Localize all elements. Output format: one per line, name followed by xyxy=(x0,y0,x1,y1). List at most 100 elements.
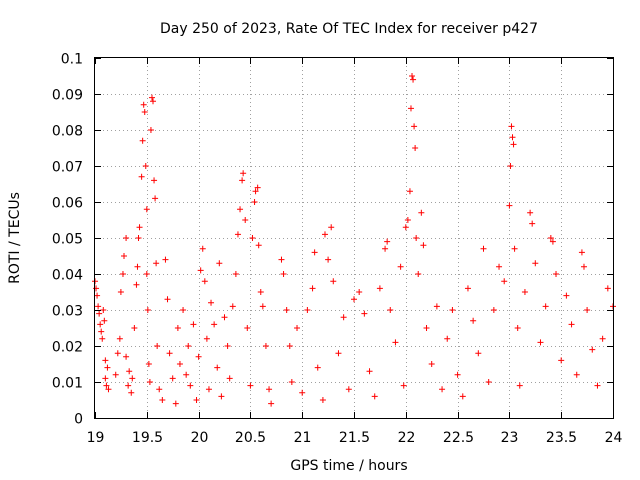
data-point-marker xyxy=(266,386,273,393)
data-point-marker xyxy=(299,389,306,396)
data-point-marker xyxy=(415,271,422,277)
data-point-marker xyxy=(100,307,107,313)
data-point-marker xyxy=(262,343,269,349)
data-point-marker xyxy=(97,321,104,328)
data-point-marker xyxy=(459,393,466,400)
data-point-marker xyxy=(136,224,143,231)
data-point-marker xyxy=(257,289,264,295)
data-point-marker xyxy=(409,73,416,79)
data-point-marker xyxy=(470,317,477,324)
data-point-marker xyxy=(224,343,231,349)
axis-ticks xyxy=(95,58,614,419)
data-point-marker xyxy=(112,371,119,378)
data-point-marker xyxy=(131,325,138,331)
y-axis-label: ROTI / TECUs xyxy=(7,192,23,284)
data-point-marker xyxy=(371,393,378,400)
data-point-marker xyxy=(102,357,109,364)
data-point-marker xyxy=(547,235,554,241)
data-point-marker xyxy=(578,249,585,256)
plot-area-border xyxy=(94,57,614,419)
data-point-marker xyxy=(94,292,101,299)
data-point-marker xyxy=(147,127,154,133)
data-point-marker xyxy=(102,375,109,382)
data-point-marker xyxy=(304,307,311,313)
data-point-marker xyxy=(407,105,414,112)
data-point-marker xyxy=(143,206,150,213)
data-point-marker xyxy=(247,382,254,389)
data-point-marker xyxy=(508,123,515,130)
data-point-marker xyxy=(568,321,575,328)
data-point-marker xyxy=(259,303,266,310)
data-point-marker xyxy=(501,278,508,285)
data-point-marker xyxy=(563,292,570,299)
data-point-marker xyxy=(283,307,290,313)
data-point-marker xyxy=(229,303,236,310)
data-point-marker xyxy=(232,271,239,277)
data-point-marker xyxy=(480,245,487,252)
x-tick-label: 19 xyxy=(87,430,105,446)
data-point-marker xyxy=(361,310,368,317)
data-point-marker xyxy=(604,285,611,292)
y-tick-label: 0.04 xyxy=(52,268,83,284)
data-point-marker xyxy=(573,371,580,378)
data-point-marker xyxy=(278,256,285,263)
y-tick-label: 0.09 xyxy=(52,88,83,104)
data-point-marker xyxy=(195,353,202,360)
data-point-marker xyxy=(139,137,146,144)
data-point-marker xyxy=(148,94,155,101)
data-point-marker xyxy=(509,134,516,141)
data-point-marker xyxy=(218,393,225,400)
data-point-marker xyxy=(485,379,492,385)
data-point-marker xyxy=(594,382,601,389)
data-point-marker xyxy=(418,209,425,216)
data-point-marker xyxy=(433,303,440,310)
data-point-marker xyxy=(166,350,173,357)
data-point-marker xyxy=(143,271,150,277)
x-tick-label: 21.5 xyxy=(339,430,370,446)
data-point-marker xyxy=(280,271,287,277)
data-point-marker xyxy=(549,238,556,245)
data-point-marker xyxy=(185,343,192,349)
data-point-marker xyxy=(514,325,521,331)
data-point-marker xyxy=(311,249,318,256)
data-point-marker xyxy=(529,220,536,227)
data-point-marker xyxy=(314,364,321,371)
data-point-marker xyxy=(141,109,148,115)
data-point-marker xyxy=(135,235,142,241)
data-point-marker xyxy=(172,400,179,407)
data-point-marker xyxy=(205,386,212,393)
data-point-marker xyxy=(439,386,446,393)
data-point-marker xyxy=(151,177,158,184)
data-point-marker xyxy=(234,231,241,238)
data-point-marker xyxy=(140,101,147,108)
data-point-marker xyxy=(156,386,163,393)
data-point-marker xyxy=(162,256,169,263)
data-point-marker xyxy=(103,382,110,389)
data-point-marker xyxy=(128,389,135,396)
data-point-marker xyxy=(511,245,518,252)
data-point-marker xyxy=(150,98,157,105)
data-point-marker xyxy=(366,368,373,375)
data-point-marker xyxy=(169,375,176,382)
data-point-marker xyxy=(208,299,215,306)
data-markers xyxy=(92,73,616,407)
x-tick-label: 19.5 xyxy=(132,430,163,446)
data-point-marker xyxy=(153,260,160,267)
data-point-marker xyxy=(237,206,244,213)
data-point-marker xyxy=(382,245,389,252)
data-point-marker xyxy=(392,339,399,346)
data-point-marker xyxy=(599,335,606,342)
data-point-marker xyxy=(521,289,528,295)
data-point-marker xyxy=(340,314,347,321)
data-point-marker xyxy=(123,235,130,241)
y-tick-label: 0.1 xyxy=(61,52,83,68)
data-point-marker xyxy=(197,267,204,274)
x-tick-label: 20 xyxy=(191,430,209,446)
x-tick-label: 22 xyxy=(398,430,416,446)
data-point-marker xyxy=(319,397,326,403)
data-point-marker xyxy=(454,371,461,378)
data-point-marker xyxy=(321,231,328,238)
y-tick-label: 0.08 xyxy=(52,124,83,140)
data-point-marker xyxy=(199,245,206,252)
